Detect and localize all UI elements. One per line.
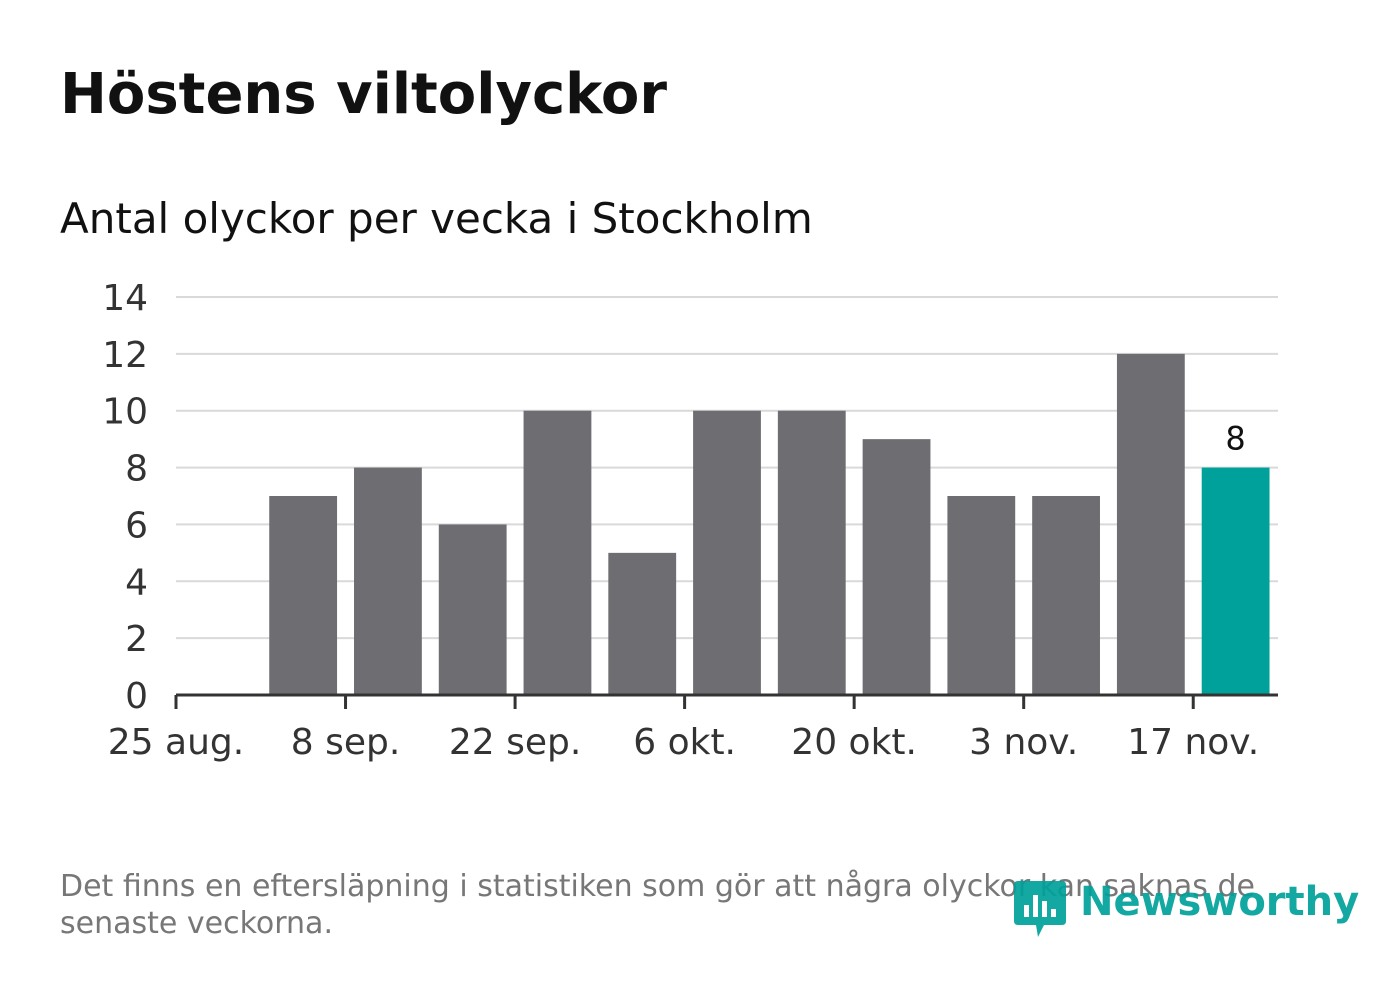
x-tick-label: 3 nov. — [969, 722, 1078, 763]
bar — [523, 410, 592, 695]
bar — [608, 552, 677, 695]
y-tick-label: 14 — [102, 278, 148, 319]
chart-subtitle: Antal olyckor per vecka i Stockholm — [60, 194, 813, 243]
bar — [1116, 353, 1185, 695]
bar-chart: 0 2 4 6 8 10 12 14 8 25 aug. 8 sep. 22 sep. 6 okt. 20… — [102, 278, 1278, 763]
newsworthy-logo-text: Newsworthy — [1080, 879, 1360, 925]
bar — [354, 467, 422, 695]
y-tick-label: 6 — [125, 505, 148, 546]
bar — [1201, 467, 1270, 695]
bar — [693, 410, 761, 695]
x-tick-label: 22 sep. — [449, 722, 581, 763]
y-tick-label: 12 — [102, 335, 148, 376]
bar — [1032, 496, 1100, 695]
bar — [269, 496, 338, 695]
x-tick-label: 17 nov. — [1127, 722, 1259, 763]
newsworthy-logo: Newsworthy — [1010, 877, 1359, 943]
x-tick-label: 6 okt. — [633, 722, 736, 763]
y-tick-label: 2 — [125, 619, 148, 660]
data-label: 8 — [1225, 420, 1245, 458]
y-tick-label: 4 — [125, 562, 148, 603]
y-tick-label: 8 — [125, 449, 148, 490]
bar — [777, 410, 846, 695]
x-tick-label: 20 okt. — [791, 722, 917, 763]
chart-title: Höstens viltolyckor — [60, 62, 667, 127]
y-tick-label: 10 — [102, 392, 148, 433]
bar — [438, 524, 507, 695]
bar — [862, 439, 931, 695]
x-tick-label: 8 sep. — [291, 722, 401, 763]
newsworthy-logo-icon — [1014, 881, 1066, 937]
y-tick-label: 0 — [125, 676, 148, 717]
bar — [947, 496, 1016, 695]
x-tick-label: 25 aug. — [108, 722, 244, 763]
